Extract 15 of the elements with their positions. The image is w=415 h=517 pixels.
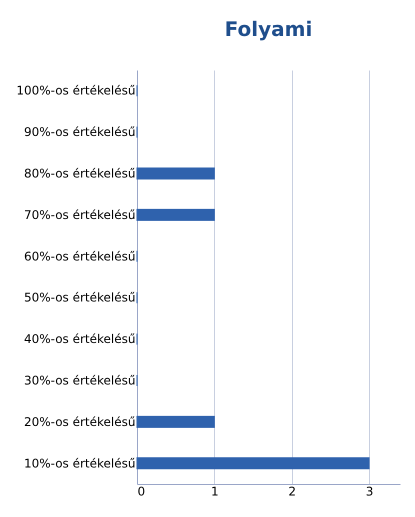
x-tick-label: 3 — [366, 484, 374, 498]
x-tick-label: 2 — [288, 484, 296, 498]
y-tick-label: 50%-os értékelésű — [24, 290, 136, 305]
y-tick-label: 20%-os értékelésű — [24, 414, 136, 429]
y-tick-label: 30%-os értékelésű — [24, 374, 136, 388]
y-tick-label: 10%-os értékelésű — [24, 456, 136, 470]
y-tick-label: 80%-os értékelésű — [24, 166, 136, 180]
y-tick-label: 40%-os értékelésű — [24, 332, 136, 346]
y-tick-label: 70%-os értékelésű — [24, 208, 136, 222]
chart-title: Folyami — [224, 17, 312, 41]
x-tick-label: 0 — [138, 484, 146, 498]
y-tick-label: 90%-os értékelésű — [24, 125, 136, 140]
y-tick-label: 60%-os értékelésű — [24, 249, 136, 264]
y-tick-label: 100%-os értékelésű — [16, 84, 136, 98]
x-tick-label: 1 — [211, 484, 219, 498]
